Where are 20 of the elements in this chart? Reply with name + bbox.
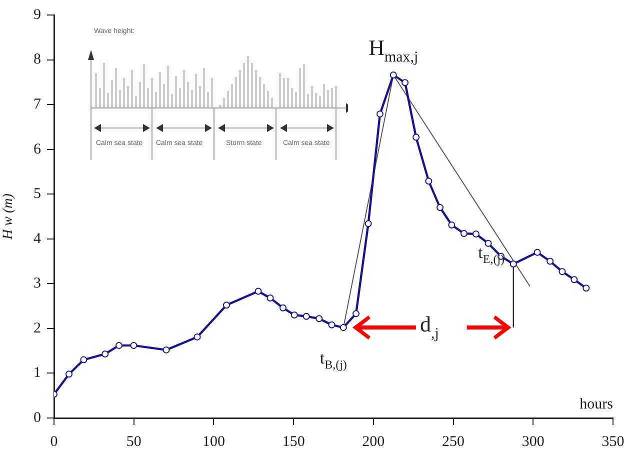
x-tick-label: 350 bbox=[602, 434, 624, 450]
y-tick-label: 9 bbox=[34, 6, 41, 23]
x-tick-label: 150 bbox=[282, 434, 305, 450]
y-tick-label: 8 bbox=[34, 52, 41, 68]
x-axis-title: hours bbox=[580, 396, 614, 412]
y-tick-label: 1 bbox=[34, 365, 41, 382]
x-tick-label: 50 bbox=[126, 434, 142, 450]
y-tick-label: 6 bbox=[34, 141, 42, 158]
x-tick-label: 0 bbox=[50, 434, 58, 450]
y-tick-label: 3 bbox=[34, 276, 41, 292]
y-axis-title: H w (m) bbox=[1, 193, 16, 240]
x-tick-label: 200 bbox=[362, 434, 385, 450]
x-tick-label: 300 bbox=[522, 434, 544, 450]
x-tick-label: 100 bbox=[202, 434, 225, 450]
y-tick-label: 2 bbox=[34, 320, 41, 336]
y-tick-label: 7 bbox=[34, 96, 42, 112]
x-tick-label: 250 bbox=[442, 434, 465, 450]
y-tick-label: 4 bbox=[34, 230, 42, 247]
y-tick-label: 5 bbox=[34, 186, 41, 202]
y-tick-label: 0 bbox=[34, 410, 41, 426]
